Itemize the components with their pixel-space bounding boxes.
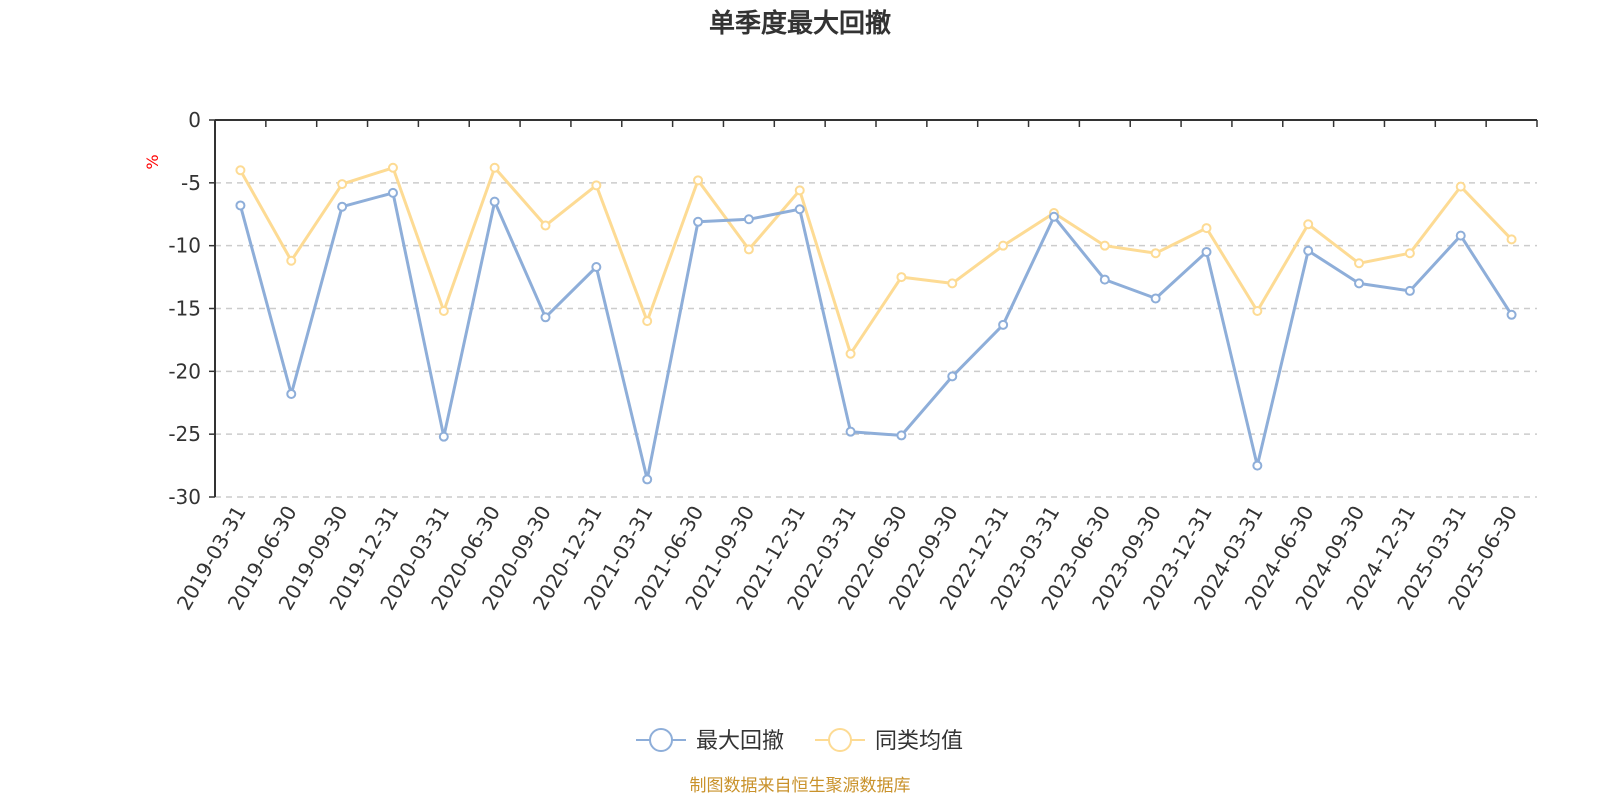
data-point [337,201,348,212]
data-point [540,312,551,323]
data-point [591,262,602,273]
series-lines [238,166,1513,481]
data-point [337,179,348,190]
data-point [845,348,856,359]
y-tick-label: -5 [181,171,201,195]
legend-item[interactable]: 同类均值 [815,728,963,754]
data-point [642,474,653,485]
data-point [1099,240,1110,251]
data-point [642,316,653,327]
data-point [489,162,500,173]
data-point [947,278,958,289]
data-point [1404,248,1415,259]
data-point [794,204,805,215]
series-points [235,162,1517,485]
data-point [1252,460,1263,471]
legend-label: 最大回撤 [696,729,784,754]
data-point [1455,181,1466,192]
data-point [1354,258,1365,269]
y-tick-label: -20 [168,359,201,383]
data-point [896,430,907,441]
y-axis-unit: % [143,154,162,169]
data-point [1201,223,1212,234]
data-point [794,185,805,196]
data-point [438,306,449,317]
data-point [540,220,551,231]
data-point [387,187,398,198]
data-point [235,165,246,176]
data-point [693,216,704,227]
y-tick-label: 0 [188,108,201,132]
data-point [1099,274,1110,285]
series-line [239,166,1513,356]
data-point [1404,285,1415,296]
data-point [1150,293,1161,304]
data-point [845,426,856,437]
data-point [438,431,449,442]
series-line [238,191,1513,481]
data-point [387,162,398,173]
data-point [1252,306,1263,317]
data-point [286,255,297,266]
data-point [1354,278,1365,289]
legend-label: 同类均值 [875,729,963,754]
chart-title: 单季度最大回撤 [709,8,891,39]
legend-swatch-marker [649,728,673,752]
data-point [1150,248,1161,259]
data-point [743,244,754,255]
legend[interactable]: 最大回撤 同类均值 [636,728,963,754]
data-point [1506,309,1517,320]
data-point [1303,245,1314,256]
data-point [693,175,704,186]
data-point [489,196,500,207]
data-point [591,180,602,191]
y-tick-label: -15 [168,297,201,321]
data-point [998,319,1009,330]
y-tick-label: -10 [168,234,201,258]
data-point [286,388,297,399]
data-point [998,240,1009,251]
grid-lines [215,182,1537,498]
data-point [743,214,754,225]
data-point [947,371,958,382]
axes: 0-5-10-15-20-25-302019-03-312019-06-3020… [168,108,1538,614]
data-point [1455,230,1466,241]
data-point [235,200,246,211]
data-point [896,272,907,283]
legend-swatch-marker [828,728,852,752]
data-point [1506,234,1517,245]
data-point [1303,219,1314,230]
y-tick-label: -30 [168,485,201,509]
data-point [1048,211,1059,222]
source-note: 制图数据来自恒生聚源数据库 [690,776,911,796]
y-tick-label: -25 [168,422,201,446]
data-point [1201,246,1212,257]
legend-item[interactable]: 最大回撤 [636,728,784,754]
